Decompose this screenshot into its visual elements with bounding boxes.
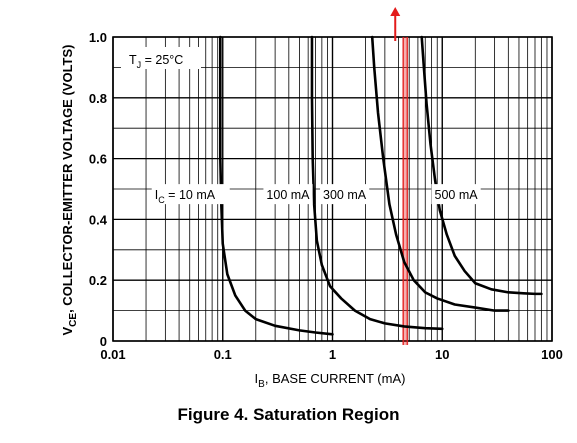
y-tick-label: 0.8 [89,91,107,106]
x-tick-label: 0.1 [214,347,232,362]
annotation-bg [151,184,230,205]
x-tick-label: 1 [329,347,336,362]
y-axis-label: VCE, COLLECTOR-EMITTER VOLTAGE (VOLTS) [60,45,79,336]
y-tick-label: 1.0 [89,30,107,45]
annotation-bg [320,184,370,205]
x-tick-label: 0.01 [100,347,125,362]
x-tick-label: 10 [435,347,449,362]
plot-frame [112,36,553,342]
y-tick-label: 0 [100,334,107,349]
temperature-label-bg [121,47,201,69]
x-tick-label: 100 [541,347,563,362]
temperature-label: TJ = 25°C [129,53,183,70]
red-marker [390,7,409,345]
series-curve [370,35,510,312]
tick-labels: 0.01 0.1 1 10 100 0 0.2 0.4 0.6 0.8 1.0 [89,30,563,362]
y-tick-label: 0.6 [89,152,107,167]
annotations: IC = 10 mA 100 mA 300 mA 500 mA [151,184,481,205]
series-label: IC = 10 mA [155,188,216,205]
arrow-up-icon [390,7,401,16]
series-curve [420,35,543,296]
series-label: 100 mA [266,188,310,202]
annotation-bg [263,184,313,205]
y-tick-label: 0.4 [89,212,108,227]
series-label: 500 mA [435,188,479,202]
figure-caption: Figure 4. Saturation Region [177,405,400,424]
x-axis-label: IB, BASE CURRENT (mA) [255,371,406,390]
y-tick-label: 0.2 [89,273,107,288]
marker-band [402,37,409,345]
annotation-bg [431,184,481,205]
series-curve [310,35,444,331]
series-label: 300 mA [323,188,367,202]
